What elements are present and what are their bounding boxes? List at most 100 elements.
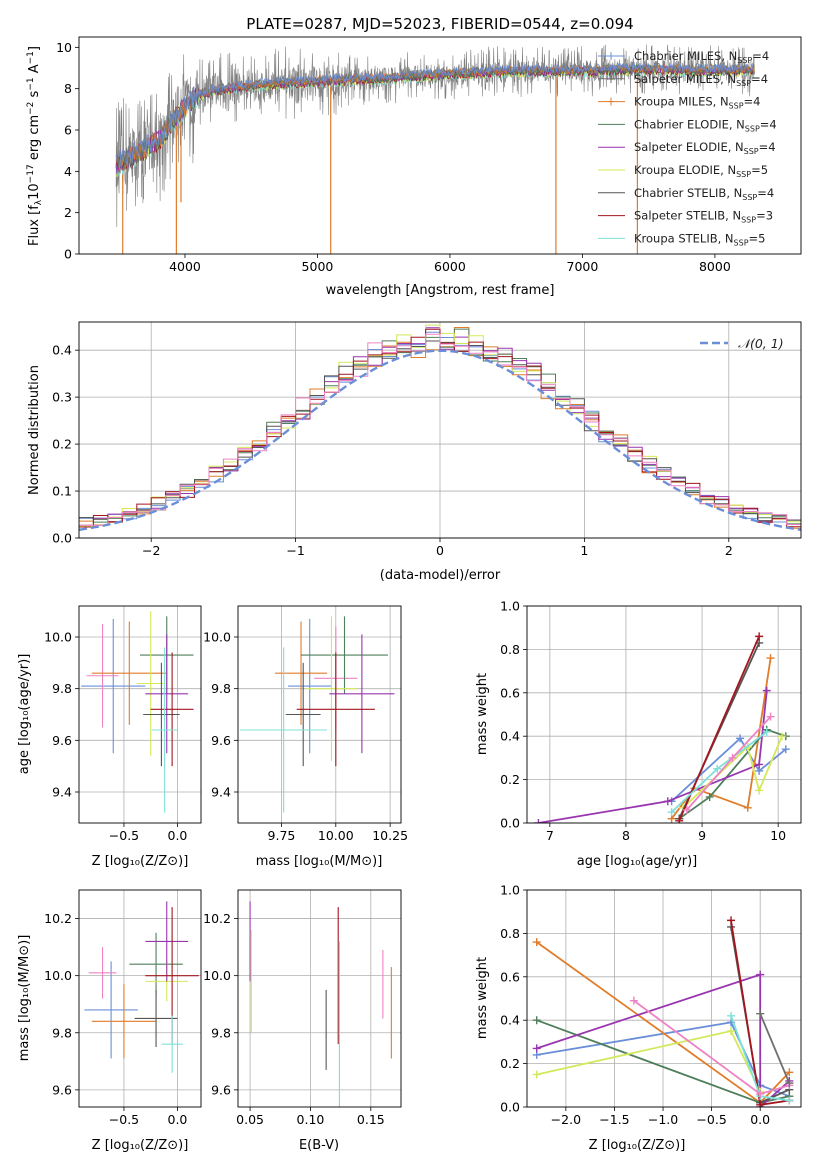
massweight-vs-age-ytick-label: 0.6 — [500, 685, 520, 700]
spectrum-ylabel-part: λ — [34, 199, 44, 205]
errorbar-point — [134, 989, 178, 1048]
residual-xlabel: (data-model)/error — [380, 568, 501, 583]
series-marker — [736, 734, 745, 743]
legend-entry-value: =5 — [751, 163, 768, 177]
mass-vs-z-ylabel: mass [log₁₀(M/M⊙)] — [17, 935, 32, 1062]
legend-entry: Chabrier STELIB, NSSP=4 — [634, 186, 774, 202]
series-marker — [785, 1079, 794, 1088]
series-marker — [532, 1044, 541, 1053]
age-vs-z-ylabel: age [log₁₀(age/yr)] — [17, 654, 32, 775]
age-vs-mass-xtick-label: 10.25 — [372, 828, 408, 843]
errorbar-point — [145, 634, 189, 754]
massweight-vs-age-xtick-label: 7 — [546, 828, 554, 843]
series-line-extra-pink — [686, 716, 772, 811]
legend-entry-label: Salpeter STELIB, N — [634, 209, 741, 223]
mass-vs-ebv-xtick-label: 0.10 — [297, 1112, 325, 1127]
legend-entry-subscript: SSP — [736, 79, 751, 88]
legend-entry-value: =4 — [760, 117, 777, 131]
massweight-vs-z-xtick-label: −0.5 — [696, 1112, 726, 1127]
series-marker — [756, 1009, 765, 1018]
series-marker — [728, 753, 737, 762]
errorbar-point — [296, 652, 375, 767]
residual-axes: −2 −1 0 1 2 0.0 0.1 0.2 0.3 0.4 — [52, 322, 801, 558]
legend-marker: + — [606, 72, 616, 86]
series-marker — [534, 819, 543, 823]
massweight-vs-age-ytick-label: 0.2 — [500, 772, 520, 787]
mass-vs-ebv-frame — [237, 889, 402, 1108]
spectrum-ytick-label: 6 — [64, 123, 72, 138]
legend-entry-value: =4 — [759, 140, 776, 154]
mass-vs-z-ytick-label: 9.8 — [52, 1025, 72, 1040]
errorbar-point — [88, 947, 117, 999]
series-marker — [781, 745, 790, 754]
age-vs-z-ytick-label: 9.8 — [52, 681, 72, 696]
age-vs-mass-ytick-label: 10.0 — [203, 630, 231, 645]
legend-entry-subscript: SSP — [729, 102, 744, 111]
age-vs-z-xtick-label: 0.0 — [168, 828, 188, 843]
spectrum-ylabel-part: −17 — [26, 164, 36, 183]
spectrum-ytick-label: 2 — [64, 205, 72, 220]
legend-entry-label: Salpeter MILES, N — [634, 72, 736, 86]
mass-vs-ebv-xlabel: E(B-V) — [299, 1138, 339, 1153]
spectrum-xtick-label: 8000 — [699, 259, 731, 274]
age-vs-mass-xtick-label: 10.00 — [318, 828, 354, 843]
series-marker — [682, 805, 691, 814]
legend-entry-subscript: SSP — [737, 56, 752, 65]
age-vs-mass-ytick-label: 9.6 — [211, 733, 231, 748]
legend-entry-value: =5 — [749, 231, 766, 245]
residual-xtick-label: −2 — [142, 543, 160, 558]
spectrum-xlabel: wavelength [Angstrom, rest frame] — [326, 283, 555, 298]
residual-xtick-label: 2 — [725, 543, 733, 558]
mass-vs-ebv-ytick-label: 9.6 — [211, 1082, 231, 1097]
residual-xtick-label: −1 — [286, 543, 304, 558]
age-vs-mass-axes: 9.75 10.00 10.25 9.4 9.6 9.8 10.0 — [203, 606, 408, 843]
legend-entry-value: =4 — [757, 186, 774, 200]
massweight-vs-age-xtick-label: 9 — [698, 828, 706, 843]
age-vs-mass-frame — [237, 605, 402, 824]
legend-entry: Kroupa ELODIE, NSSP=5 — [634, 163, 768, 179]
spectrum-ytick-label: 0 — [64, 247, 72, 262]
spectrum-ylabel-part: −1 — [26, 77, 36, 90]
legend-marker: + — [606, 95, 616, 109]
errorbar-point — [129, 932, 183, 996]
spectrum-ytick-label: 10 — [56, 40, 72, 55]
series-marker — [713, 764, 722, 773]
age-vs-mass-panel: 9.75 10.00 10.25 9.4 9.6 9.8 10.0 — [203, 605, 408, 843]
series-marker — [755, 632, 764, 641]
legend-entry: Salpeter MILES, NSSP=4 — [634, 72, 768, 88]
histogram-extra-pink — [79, 333, 801, 526]
legend-entry-value: =4 — [744, 95, 761, 109]
mass-vs-ebv-ytick-label: 10.0 — [203, 968, 231, 983]
massweight-vs-z-xlabel: Z [log₁₀(Z/Z⊙)] — [589, 1138, 686, 1153]
residual-frame — [78, 321, 802, 539]
series-marker — [629, 996, 638, 1005]
series-marker — [762, 686, 771, 695]
spectrum-legend: + Chabrier MILES, NSSP=4+ Salpeter MILES, … — [598, 49, 777, 247]
mass-vs-ebv-xtick-label: 0.05 — [236, 1112, 264, 1127]
spectrum-frame — [78, 36, 802, 255]
errorbar-point — [287, 618, 332, 754]
residual-xtick-label: 0 — [436, 543, 444, 558]
age-vs-z-axes: −0.5 0.0 9.4 9.6 9.8 10.0 — [44, 606, 201, 843]
series-line-salpeter-miles — [759, 1013, 791, 1084]
model-spectrum-chabrier-miles — [115, 61, 755, 167]
massweight-vs-z-ytick-label: 0.0 — [500, 1100, 520, 1115]
age-vs-mass-ytick-label: 9.8 — [211, 681, 231, 696]
massweight-vs-z-frame — [526, 889, 802, 1108]
legend-entry-value: =4 — [752, 49, 769, 63]
spectrum-ylabel-part: −2 — [26, 102, 36, 115]
residual-ytick-label: 0.0 — [52, 531, 72, 546]
spectrum-ylabel-part: ] — [27, 46, 42, 51]
legend-entry-label: Kroupa STELIB, N — [634, 231, 734, 245]
series-marker — [777, 732, 786, 741]
massweight-vs-z-ylabel: mass weight — [475, 957, 490, 1039]
mass-vs-z-axes: −0.5 0.0 9.6 9.8 10.0 10.2 — [44, 890, 201, 1127]
legend-entry: Salpeter STELIB, NSSP=3 — [634, 209, 773, 225]
massweight-vs-age-ytick-label: 0.4 — [500, 729, 520, 744]
legend-entry-subscript: SSP — [742, 193, 757, 202]
spectrum-ylabel-part: Flux [f — [27, 205, 42, 246]
massweight-vs-z-xtick-label: −1.5 — [599, 1112, 629, 1127]
mass-vs-z-xtick-label: −0.5 — [109, 1112, 139, 1127]
legend-entry-label: Salpeter ELODIE, N — [634, 140, 744, 154]
errorbar-point — [143, 662, 180, 767]
